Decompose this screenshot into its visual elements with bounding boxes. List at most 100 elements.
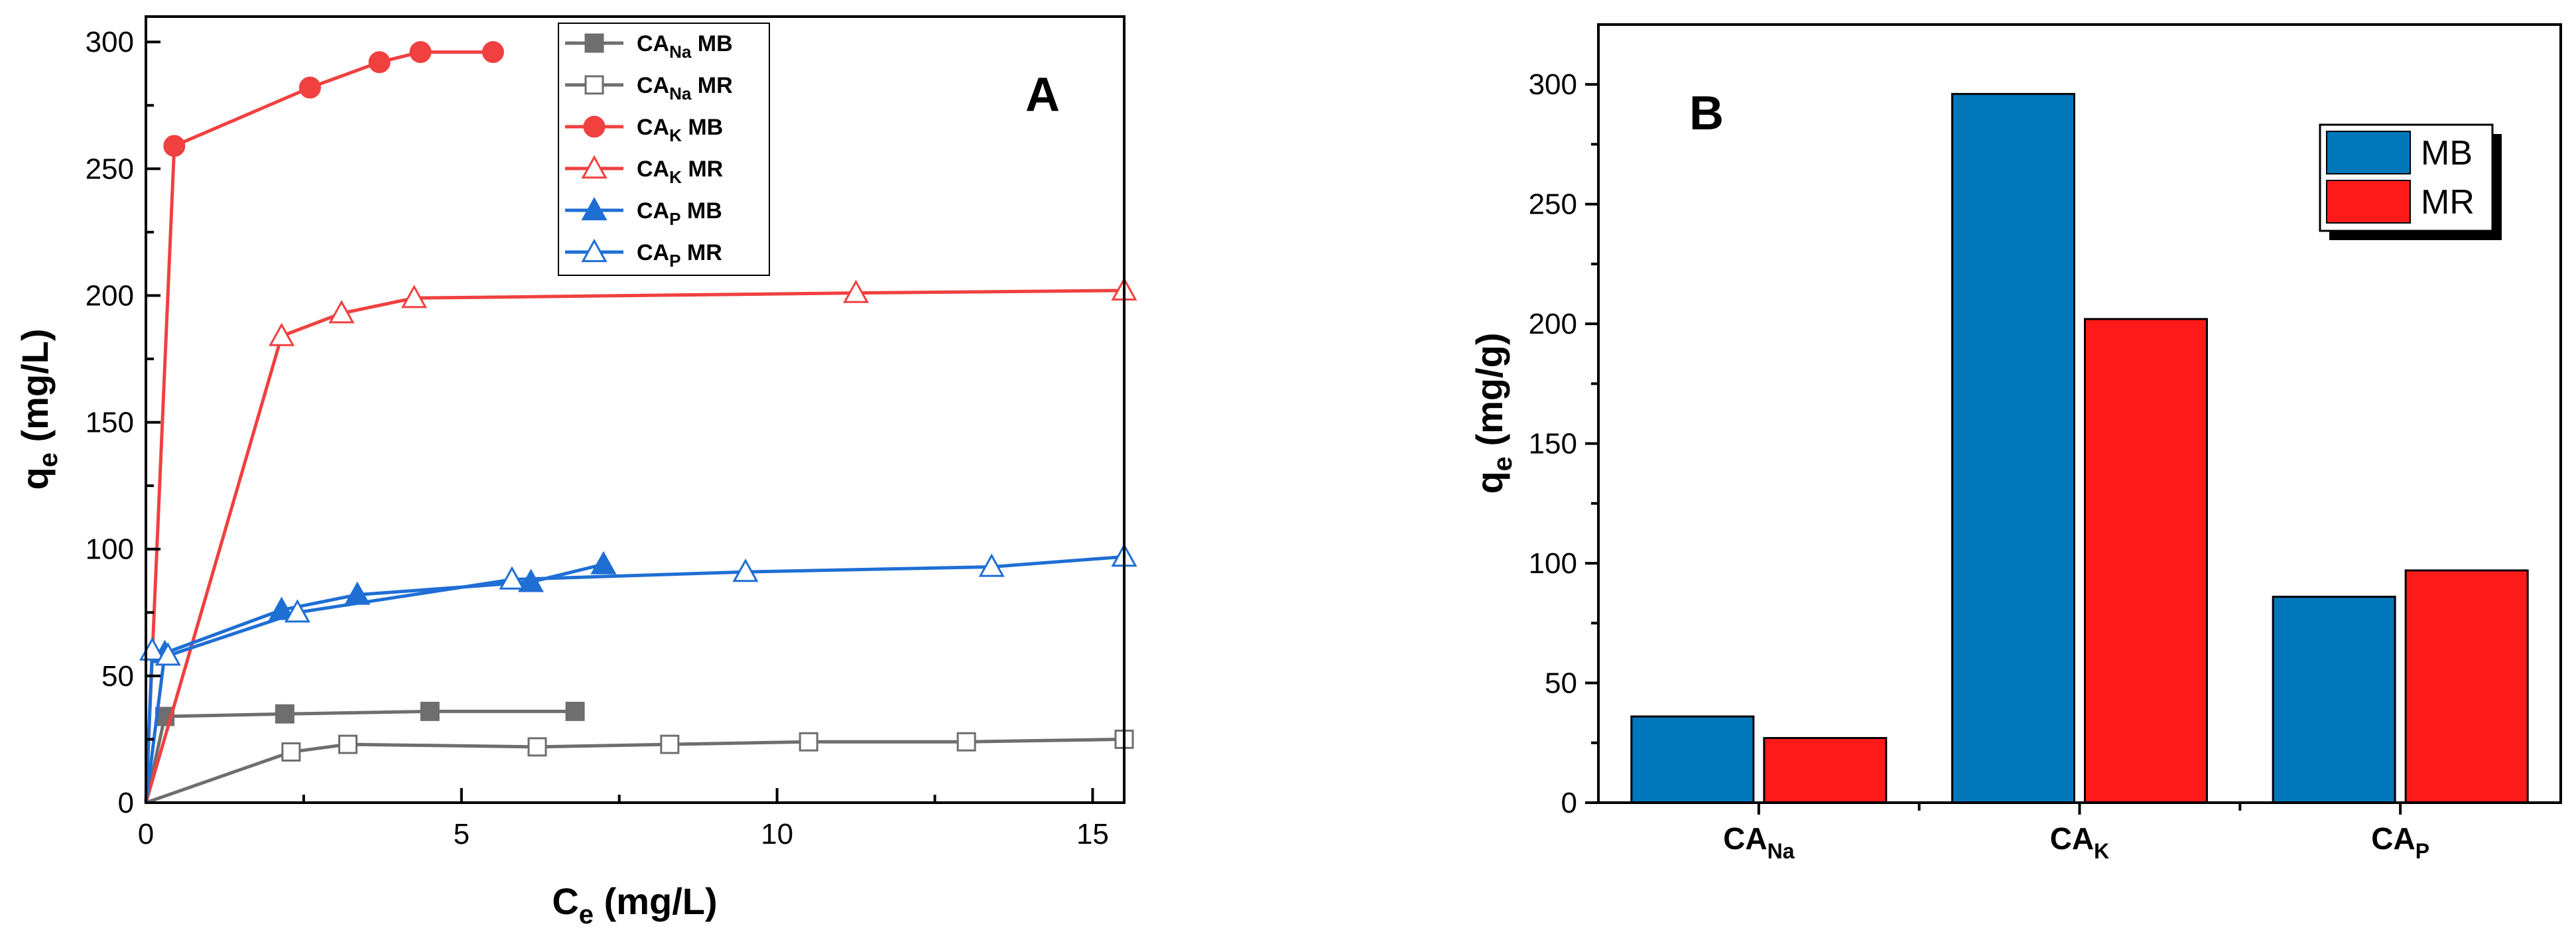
panel-b-legend-label-1: MR (2421, 183, 2475, 222)
panel-a-y-axis-title-main: q (14, 467, 56, 490)
panel-a-y-axis-title-sub: e (34, 452, 63, 467)
legend-suffix: MR (691, 73, 732, 98)
panel-b-legend-label-0: MB (2421, 134, 2473, 172)
panel-b-category-label-0: CANa (1723, 821, 1795, 863)
panel-b-y-tick-label: 300 (1529, 68, 1577, 101)
panel-b-y-tick-label: 0 (1561, 787, 1577, 819)
panel-a-x-tick-label: 15 (1076, 818, 1109, 850)
panel-a-data-point-s1-2 (338, 734, 358, 754)
panel-a-y-tick-label: 300 (86, 26, 134, 58)
panel-a-y-axis-title: qe (mg/L) (14, 328, 63, 490)
panel-a-legend-label-3: CAK MR (637, 157, 723, 187)
panel-b-legend: MB MR (2319, 123, 2502, 240)
panel-a-data-point-s5-2 (155, 642, 181, 666)
panel-b-y-tick-label: 100 (1529, 547, 1577, 580)
panel-b-bar-mr-2 (2404, 569, 2529, 804)
category-name: CA (1723, 821, 1767, 856)
legend-suffix: MB (691, 31, 732, 56)
category-name: CA (2050, 821, 2094, 856)
panel-b-category-label-1: CAK (2050, 821, 2110, 863)
panel-a-x-axis-title-main: C (552, 880, 578, 922)
legend-sub: K (669, 167, 682, 187)
panel-b-letter: B (1689, 87, 1724, 140)
panel-a-x-tick-label: 10 (761, 818, 793, 850)
panel-a-data-point-s3-3 (401, 285, 427, 308)
legend-name: CA (637, 73, 669, 98)
panel-b-y-tick-label: 250 (1529, 188, 1577, 221)
panel-b-y-axis-title-main: q (1468, 471, 1510, 494)
panel-a-y-tick-label: 150 (86, 407, 134, 439)
panel-a-series-line-2 (144, 50, 493, 803)
panel-a-data-point-s1-5 (799, 732, 818, 752)
legend-suffix: MR (680, 240, 722, 265)
legend-suffix: MB (680, 198, 722, 224)
legend-suffix: MB (682, 115, 723, 140)
panel-b-bar-mb-1 (1951, 93, 2075, 804)
panel-a-data-point-s0-4 (565, 701, 585, 721)
legend-name: CA (637, 240, 669, 265)
panel-a-legend-label-2: CAK MB (637, 115, 723, 145)
panel-b-legend-swatch-0 (2326, 131, 2411, 174)
panel-a-data-point-s2-2 (298, 76, 321, 99)
category-sub: P (2415, 839, 2429, 863)
panel-a-data-point-s5-6 (978, 553, 1005, 577)
panel-a-legend-marker-5 (581, 238, 608, 263)
panel-b-y-tick-label: 200 (1529, 308, 1577, 340)
panel-a-series-line-3 (144, 289, 1125, 803)
legend-sub: Na (669, 42, 692, 62)
panel-b-y-tick-label: 50 (1545, 667, 1577, 700)
legend-sub: K (669, 125, 682, 145)
panel-b-bar-mb-0 (1630, 715, 1755, 804)
panel-b-bar-mr-1 (2084, 318, 2208, 804)
panel-a-data-point-s5-5 (732, 559, 759, 582)
panel-a-data-point-s2-4 (409, 41, 432, 64)
panel-b-bar-mr-0 (1763, 737, 1888, 804)
legend-sub: P (669, 251, 680, 271)
panel-a-data-point-s2-1 (163, 135, 186, 157)
panel-a-data-point-s4-5 (590, 551, 617, 574)
panel-a-data-point-s2-5 (482, 41, 504, 64)
panel-a-x-axis-title: Ce (mg/L) (552, 880, 717, 929)
panel-a-letter: A (1025, 68, 1060, 121)
legend-sub: P (669, 209, 680, 229)
panel-a-series-group (139, 41, 1137, 805)
panel-a-legend-marker-0 (584, 33, 604, 53)
panel-b-y-axis-title-sub: e (1488, 456, 1517, 471)
legend-name: CA (637, 198, 669, 224)
panel-a-legend-label-5: CAP MR (637, 240, 722, 271)
panel-a-data-point-s3-2 (328, 300, 355, 324)
panel-a-data-point-s0-3 (420, 701, 440, 721)
panel-a-data-point-s3-1 (269, 322, 295, 346)
panel-b-category-label-2: CAP (2371, 821, 2429, 863)
legend-sub: Na (669, 84, 692, 103)
panel-b-bars-group (1630, 93, 2529, 804)
panel-a-legend-box (558, 23, 770, 276)
panel-a-legend-label-1: CANa MR (637, 73, 733, 103)
panel-a-data-point-s4-4 (517, 569, 545, 592)
panel-a-x-axis-title-sub: e (579, 900, 594, 929)
panel-a-y-tick-label: 50 (101, 660, 134, 693)
panel-a-y-tick-label: 0 (118, 787, 134, 819)
panel-a-data-point-s2-3 (368, 51, 391, 74)
panel-b-y-axis-title-unit: (mg/g) (1468, 332, 1510, 456)
legend-suffix: MR (682, 157, 723, 182)
panel-a-data-point-s1-1 (281, 742, 301, 762)
panel-a-legend-label-4: CAP MB (637, 198, 722, 229)
panel-a-legend-marker-4 (581, 196, 608, 221)
panel-a-data-point-s1-3 (527, 737, 547, 757)
panel-a-x-tick-label: 0 (138, 818, 154, 850)
panel-a-legend-label-0: CANa MB (637, 31, 733, 62)
legend-name: CA (637, 31, 669, 56)
category-sub: K (2094, 839, 2109, 863)
panel-b-y-axis-title: qe (mg/g) (1468, 332, 1517, 494)
legend-name: CA (637, 115, 669, 140)
panel-b-y-tick-label: 150 (1529, 428, 1577, 460)
panel-a-legend-marker-1 (584, 75, 604, 95)
